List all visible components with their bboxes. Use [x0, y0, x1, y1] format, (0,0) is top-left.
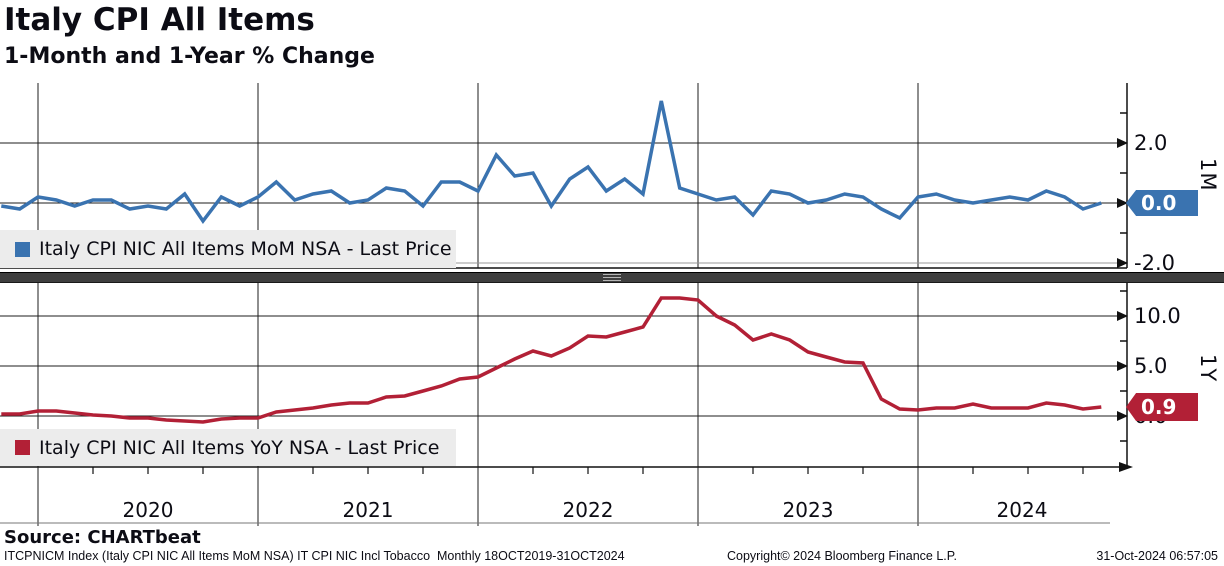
mom-series-marker-icon — [15, 241, 30, 257]
last-price-value-1m: 0.0 — [1141, 191, 1177, 215]
ytick-1y-10: 10.0 — [1134, 304, 1181, 328]
xtick-2020: 2020 — [122, 498, 174, 522]
legend-mom-series[interactable]: Italy CPI NIC All Items MoM NSA - Last P… — [0, 230, 456, 268]
ytick-1m-neg2: -2.0 — [1134, 251, 1175, 275]
legend-yoy-series[interactable]: Italy CPI NIC All Items YoY NSA - Last P… — [0, 429, 456, 466]
footer-ticker-info: ITCPNICM Index (Italy CPI NIC All Items … — [4, 549, 625, 563]
axis-label-1y: 1Y — [1196, 354, 1220, 383]
chart-subtitle: 1-Month and 1-Year % Change — [4, 44, 375, 69]
footer-copyright: Copyright© 2024 Bloomberg Finance L.P. — [727, 549, 957, 563]
xtick-2024: 2024 — [996, 498, 1048, 522]
legend-mom-label: Italy CPI NIC All Items MoM NSA - Last P… — [39, 238, 452, 260]
axis-label-1m: 1M — [1196, 158, 1220, 192]
xtick-2021: 2021 — [342, 498, 394, 522]
xtick-2023: 2023 — [782, 498, 834, 522]
last-price-badge-1y: 0.9 — [1126, 393, 1198, 421]
last-price-value-1y: 0.9 — [1141, 395, 1177, 419]
panel-divider[interactable] — [0, 272, 1224, 283]
legend-yoy-label: Italy CPI NIC All Items YoY NSA - Last P… — [39, 436, 440, 459]
divider-grip-icon — [603, 277, 621, 278]
source-label: Source: CHARTbeat — [4, 527, 201, 548]
footer-timestamp: 31-Oct-2024 06:57:05 — [1096, 549, 1218, 563]
ytick-1y-5: 5.0 — [1134, 354, 1168, 378]
last-price-badge-1m: 0.0 — [1126, 190, 1198, 216]
ytick-1m-2: 2.0 — [1134, 131, 1168, 155]
chart-title: Italy CPI All Items — [4, 2, 315, 38]
xtick-2022: 2022 — [562, 498, 614, 522]
yoy-series-marker-icon — [15, 440, 30, 455]
